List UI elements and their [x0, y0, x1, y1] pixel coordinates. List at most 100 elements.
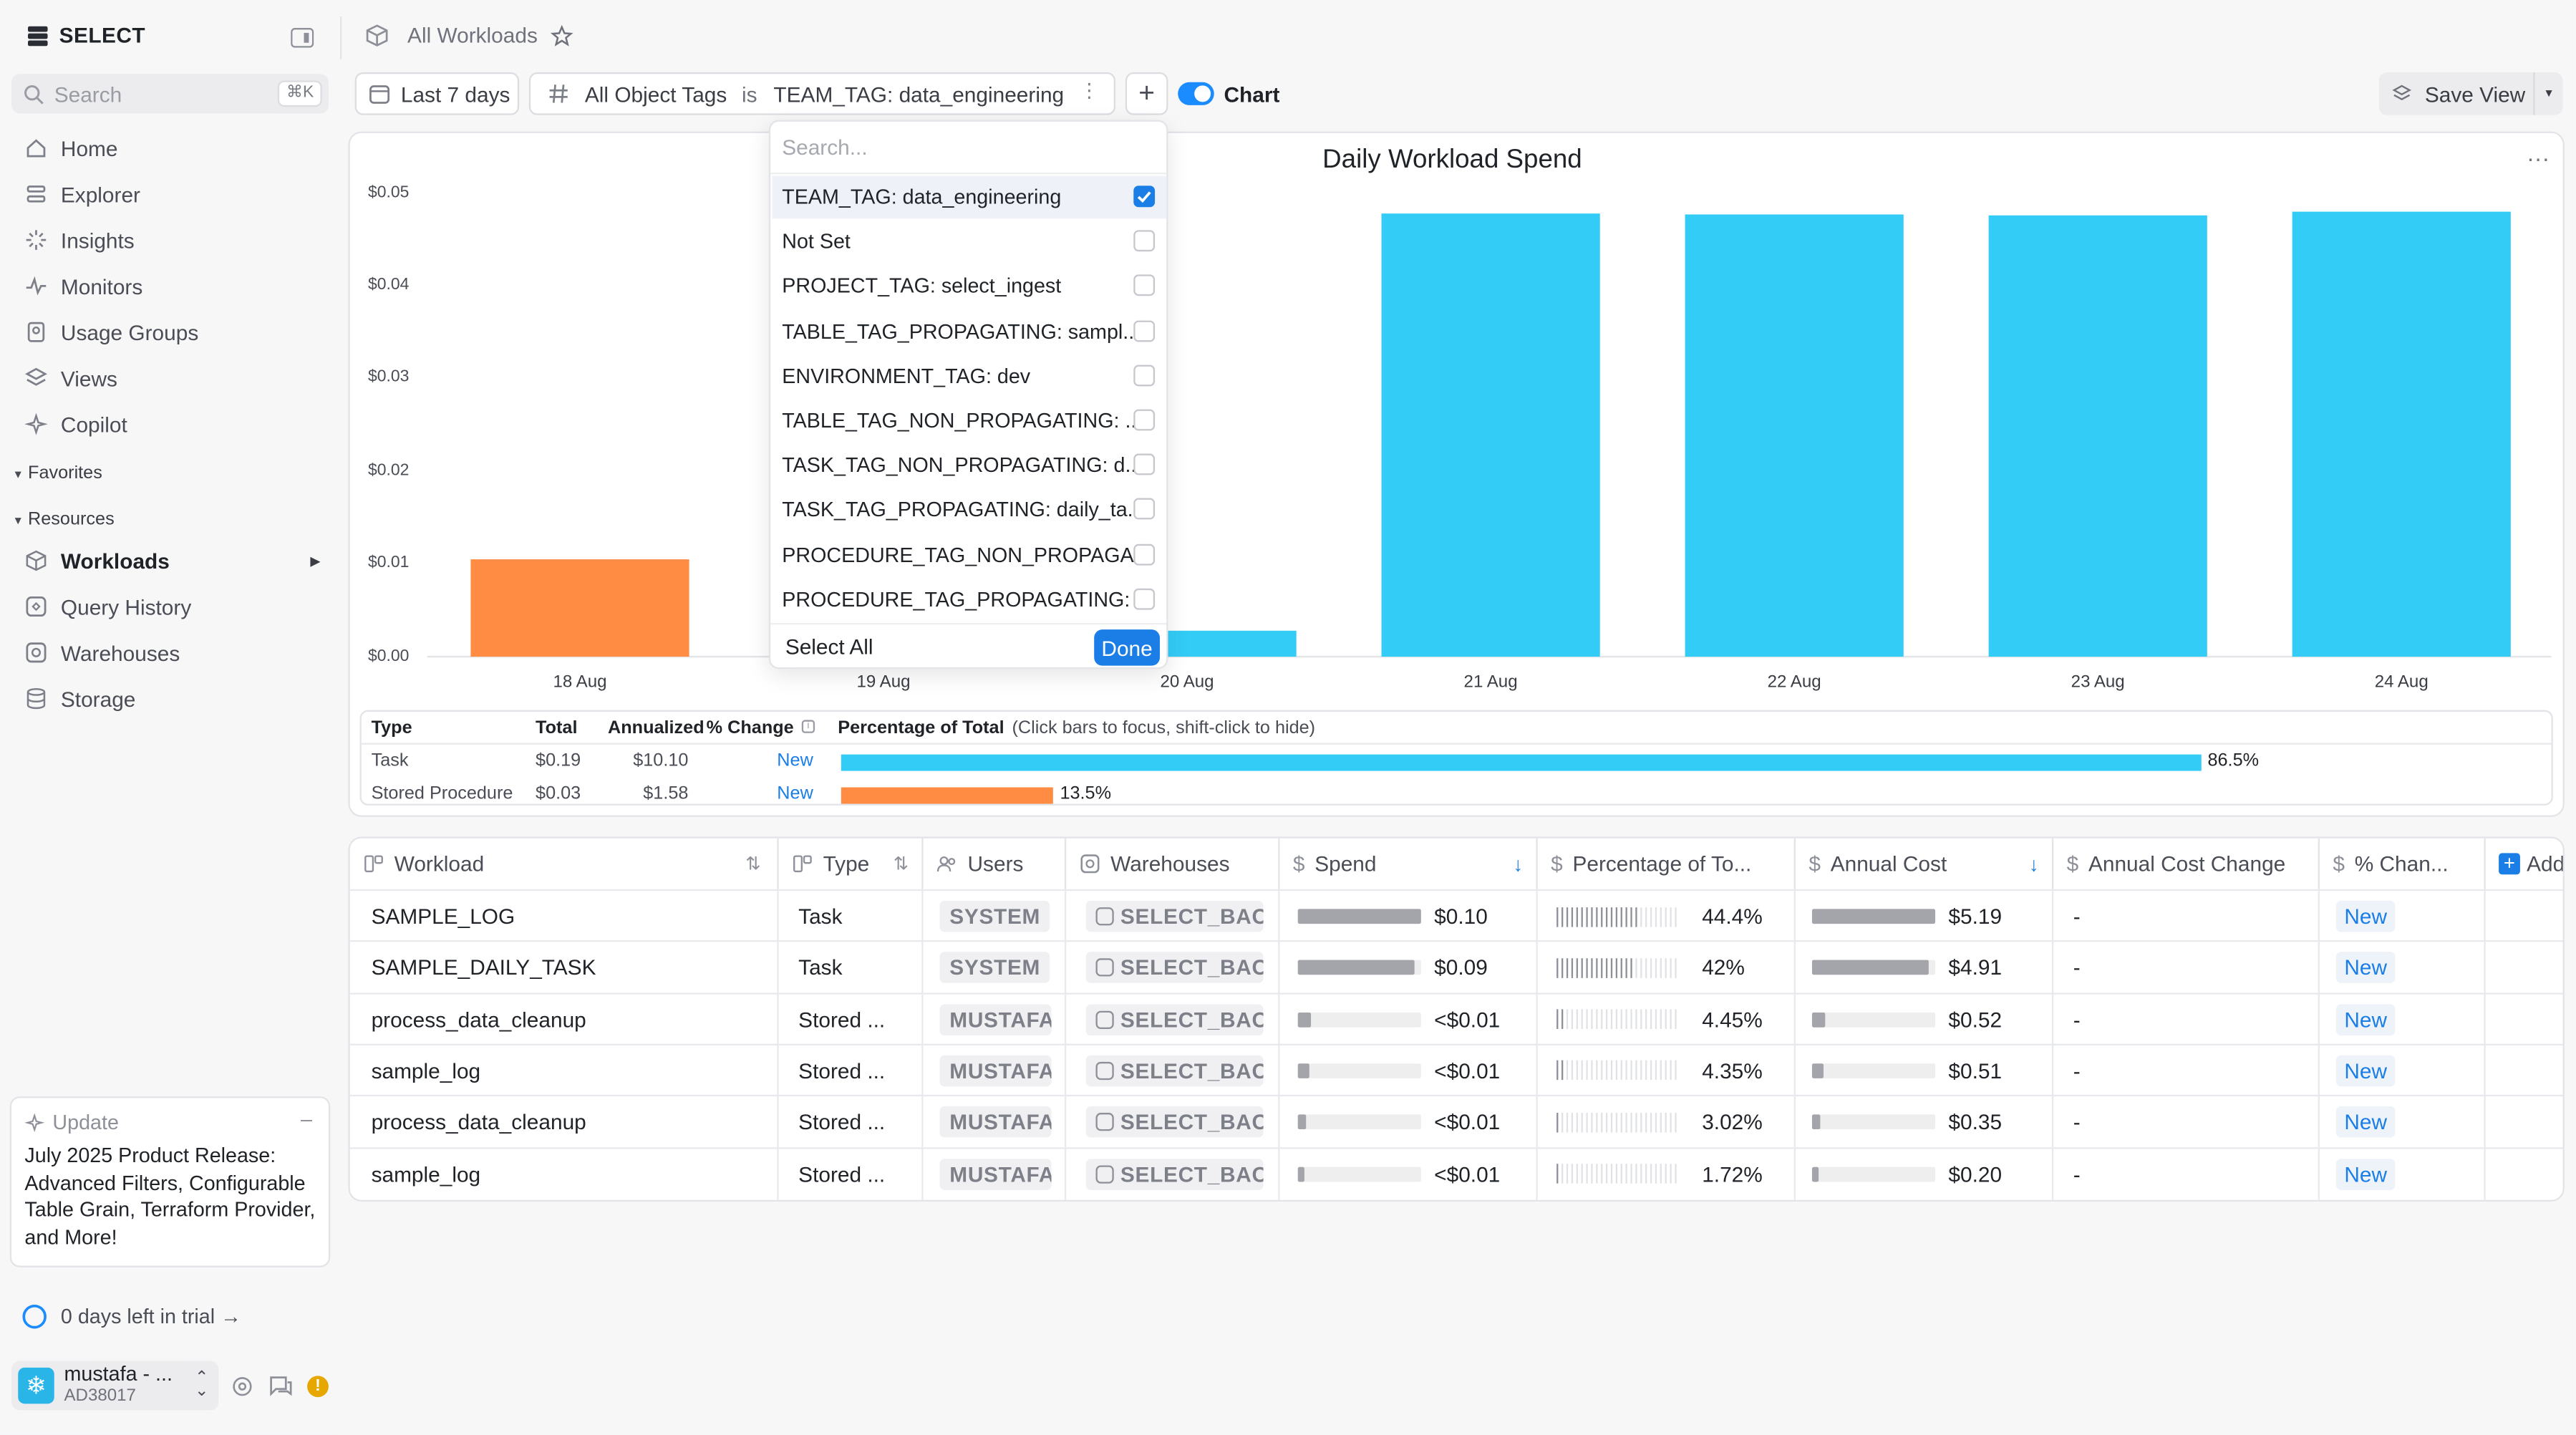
users-cell[interactable]: MUSTAFA	[924, 1045, 1067, 1096]
table-row[interactable]: SAMPLE_DAILY_TASK Task SYSTEM SELECT_BACK $0…	[349, 940, 2563, 994]
settings-icon[interactable]	[230, 1373, 254, 1398]
warehouse-pill[interactable]: SELECT_BACK	[1085, 1106, 1264, 1138]
workload-cell[interactable]: SAMPLE_LOG	[350, 891, 779, 942]
trial-link[interactable]: 0 days left in trial →	[21, 1303, 241, 1330]
table-row[interactable]: process_data_cleanup Stored ... MUSTAFA SEL…	[349, 1095, 2563, 1148]
dropdown-option[interactable]: PROCEDURE_TAG_NON_PROPAGA...	[772, 533, 1166, 576]
users-cell[interactable]: MUSTAFA	[924, 993, 1067, 1045]
user-pill[interactable]: SYSTEM	[939, 900, 1050, 932]
chevron-down-icon[interactable]: ▾	[2533, 72, 2562, 115]
sidebar-item-views[interactable]: Views	[24, 360, 117, 397]
warehouses-cell[interactable]: SELECT_BACK	[1066, 1096, 1280, 1148]
legend-row[interactable]: Task $0.19 $10.10 New 86.5%	[362, 751, 2552, 778]
update-card[interactable]: Update – July 2025 Product Release: Adva…	[9, 1096, 331, 1267]
option-checkbox[interactable]	[1133, 498, 1156, 521]
column-header-pct-change[interactable]: $ % Chan...	[2320, 838, 2486, 889]
sidebar-item-copilot[interactable]: Copilot	[24, 406, 127, 443]
warehouses-cell[interactable]: SELECT_BACK	[1066, 891, 1280, 942]
legend-bar[interactable]	[841, 754, 2202, 771]
done-button[interactable]: Done	[1094, 629, 1160, 666]
user-pill[interactable]: MUSTAFA	[939, 1158, 1052, 1189]
workload-cell[interactable]: process_data_cleanup	[350, 993, 779, 1045]
warehouse-pill[interactable]: SELECT_BACK	[1085, 900, 1264, 932]
warehouse-pill[interactable]: SELECT_BACK	[1085, 952, 1264, 984]
dropdown-option[interactable]: TEAM_TAG: data_engineering	[772, 175, 1167, 219]
option-checkbox[interactable]	[1133, 543, 1156, 565]
select-all-button[interactable]: Select All	[785, 634, 873, 659]
workload-cell[interactable]: SAMPLE_DAILY_TASK	[350, 942, 779, 994]
option-checkbox[interactable]	[1133, 230, 1156, 252]
chart-toggle[interactable]	[1178, 82, 1214, 105]
chart-menu-icon[interactable]: ···	[2527, 145, 2550, 171]
users-cell[interactable]: SYSTEM	[924, 942, 1067, 994]
dropdown-option[interactable]: TASK_TAG_PROPAGATING: daily_ta...	[772, 489, 1166, 532]
warning-icon[interactable]: !	[307, 1375, 329, 1397]
column-header-percentage[interactable]: $ Percentage of To...	[1538, 838, 1796, 889]
warehouse-pill[interactable]: SELECT_BACK	[1085, 1003, 1264, 1035]
dropdown-option[interactable]: ENVIRONMENT_TAG: dev	[772, 354, 1166, 397]
option-checkbox[interactable]	[1133, 364, 1156, 386]
bar-task-24-aug[interactable]	[2292, 211, 2511, 657]
table-row[interactable]: sample_log Stored ... MUSTAFA SELECT_BACK <$…	[349, 1043, 2563, 1096]
brand[interactable]: SELECT	[26, 23, 145, 48]
sort-desc-icon[interactable]: ↓	[1513, 852, 1524, 876]
warehouse-pill[interactable]: SELECT_BACK	[1085, 1055, 1264, 1087]
sidebar-item-insights[interactable]: Insights	[24, 222, 135, 259]
dropdown-option[interactable]: TASK_TAG_NON_PROPAGATING: d...	[772, 444, 1166, 487]
more-vertical-icon[interactable]: ⋮	[1079, 79, 1100, 102]
add-filter-button[interactable]: +	[1125, 72, 1168, 115]
workload-cell[interactable]: process_data_cleanup	[350, 1096, 779, 1148]
option-checkbox[interactable]	[1133, 275, 1156, 297]
sort-desc-icon[interactable]: ↓	[2028, 852, 2039, 876]
table-row[interactable]: SAMPLE_LOG Task SYSTEM SELECT_BACK $0.10 44.4…	[349, 889, 2563, 942]
dropdown-option[interactable]: TABLE_TAG_PROPAGATING: sampl...	[772, 310, 1166, 353]
bar-task-22-aug[interactable]	[1685, 214, 1904, 657]
option-checkbox[interactable]	[1133, 588, 1156, 610]
user-pill[interactable]: MUSTAFA	[939, 1106, 1052, 1138]
column-header-annual-cost[interactable]: $ Annual Cost ↓	[1796, 838, 2054, 889]
bar-task-23-aug[interactable]	[1988, 215, 2207, 657]
tag-filter[interactable]: All Object Tags is TEAM_TAG: data_engine…	[528, 72, 1116, 115]
dropdown-option[interactable]: PROJECT_TAG: select_ingest	[772, 265, 1166, 308]
table-row[interactable]: sample_log Stored ... MUSTAFA SELECT_BACK <$…	[349, 1146, 2563, 1199]
add-column-button[interactable]: + Add	[2486, 839, 2563, 889]
sidebar-item-explorer[interactable]: Explorer	[24, 176, 140, 213]
tag-value-label[interactable]: TEAM_TAG: data_engineering	[773, 81, 1065, 107]
workload-cell[interactable]: sample_log	[350, 1148, 779, 1199]
dropdown-search-input[interactable]: Search...	[770, 122, 1167, 175]
sidebar-item-storage[interactable]: Storage	[24, 680, 135, 717]
warehouses-cell[interactable]: SELECT_BACK	[1066, 942, 1280, 994]
date-range-filter[interactable]: Last 7 days	[354, 72, 520, 115]
warehouse-pill[interactable]: SELECT_BACK	[1085, 1158, 1264, 1189]
legend-row[interactable]: Stored Procedure $0.03 $1.58 New 13.5%	[362, 783, 2552, 810]
favorites-section[interactable]: ▾ Favorites	[15, 463, 102, 483]
warehouses-cell[interactable]: SELECT_BACK	[1066, 993, 1280, 1045]
column-header-workload[interactable]: Workload ⇅	[350, 838, 779, 889]
sidebar-item-query-history[interactable]: Query History	[24, 589, 191, 625]
column-header-users[interactable]: Users	[924, 838, 1067, 889]
operator-label[interactable]: is	[741, 81, 757, 107]
user-pill[interactable]: SYSTEM	[939, 952, 1050, 984]
bar-task-21-aug[interactable]	[1381, 213, 1600, 657]
update-body[interactable]: July 2025 Product Release: Advanced Filt…	[24, 1144, 316, 1249]
column-header-warehouses[interactable]: Warehouses	[1066, 838, 1280, 889]
sidebar-search[interactable]: Search ⌘K	[11, 74, 329, 114]
warehouses-cell[interactable]: SELECT_BACK	[1066, 1045, 1280, 1096]
sidebar-item-warehouses[interactable]: Warehouses	[24, 634, 180, 671]
sort-icon[interactable]: ⇅	[893, 854, 909, 875]
user-pill[interactable]: MUSTAFA	[939, 1055, 1052, 1087]
dropdown-option[interactable]: Not Set	[772, 221, 1166, 264]
resources-section[interactable]: ▾ Resources	[15, 510, 115, 530]
sort-icon[interactable]: ⇅	[745, 854, 761, 875]
option-checkbox[interactable]	[1133, 185, 1156, 208]
users-cell[interactable]: SYSTEM	[924, 891, 1067, 942]
users-cell[interactable]: MUSTAFA	[924, 1148, 1067, 1199]
minimize-icon[interactable]: –	[301, 1108, 312, 1131]
bar-stored-procedure-18-aug[interactable]	[470, 559, 689, 657]
workload-cell[interactable]: sample_log	[350, 1045, 779, 1096]
dropdown-option[interactable]: PROCEDURE_TAG_PROPAGATING: ...	[772, 579, 1166, 622]
tag-field-label[interactable]: All Object Tags	[584, 81, 727, 107]
sidebar-item-workloads[interactable]: Workloads ▶	[24, 543, 320, 579]
table-row[interactable]: process_data_cleanup Stored ... MUSTAFA SEL…	[349, 992, 2563, 1045]
account-switcher[interactable]: ❄ mustafa - ... AD38017 ⌃ ⌄	[11, 1361, 219, 1411]
